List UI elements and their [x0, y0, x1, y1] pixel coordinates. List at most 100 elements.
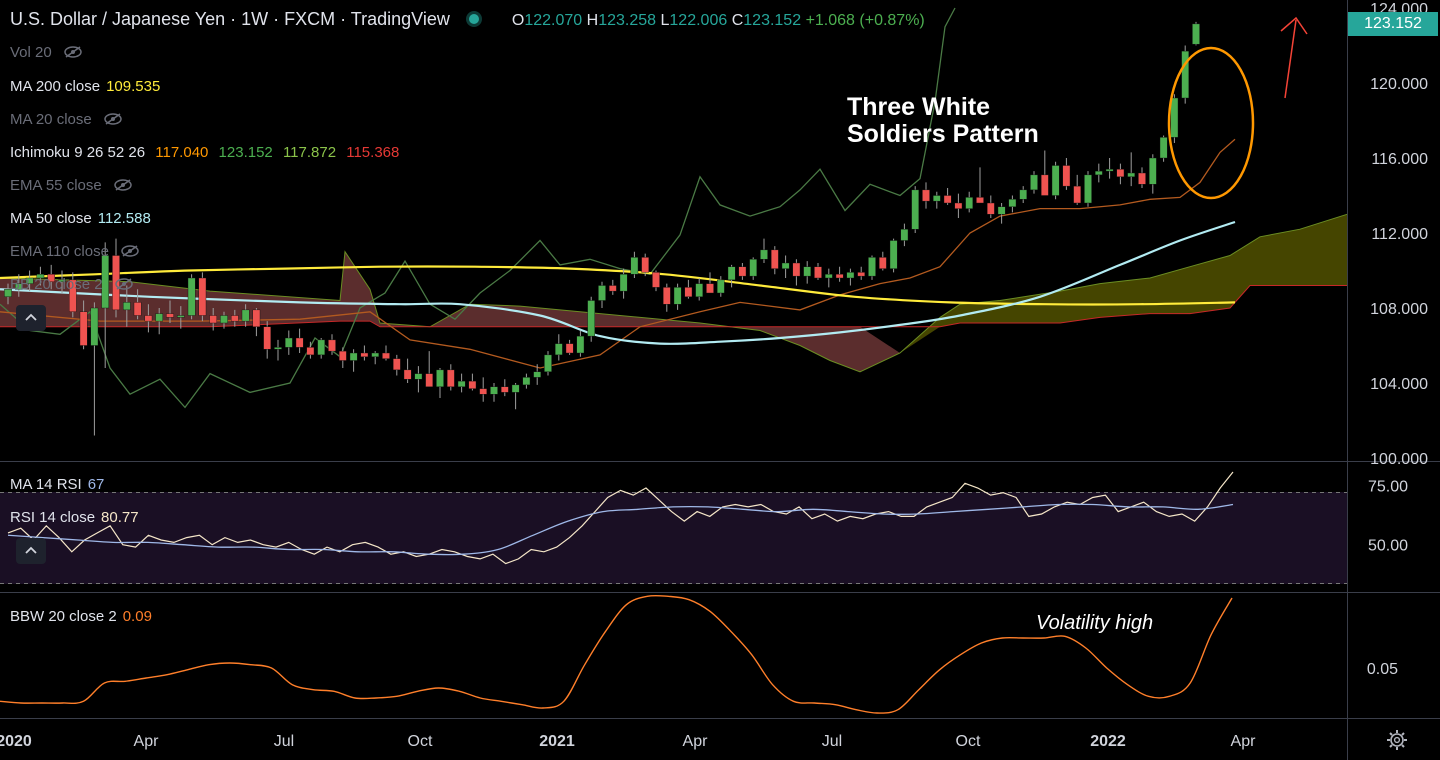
candle-up	[4, 289, 12, 297]
candle-down	[328, 339, 336, 352]
candle-down	[501, 386, 509, 393]
legend-rsi-ma[interactable]: MA 14 RSI 67	[10, 476, 105, 493]
rsi-ma-value: 67	[87, 476, 105, 493]
trend-arrow[interactable]	[1284, 19, 1297, 99]
rsi-axis[interactable]: 75.00 50.00	[1368, 479, 1408, 555]
legend-bb[interactable]: BB 20 close 2	[10, 276, 133, 293]
candle-up	[749, 259, 757, 277]
eye-hidden-icon[interactable]	[104, 113, 122, 125]
rsi-lines	[7, 471, 1234, 565]
candle-down	[403, 369, 412, 380]
candle-up	[598, 285, 606, 301]
ma50-value: 112.588	[97, 210, 151, 227]
candle-up	[436, 369, 444, 387]
candlestick-series[interactable]	[4, 21, 1200, 436]
eye-hidden-icon[interactable]	[114, 278, 133, 290]
candle-down	[339, 350, 347, 361]
candle-up	[457, 380, 466, 387]
candle-up	[58, 279, 66, 282]
collapse-legend-button[interactable]	[16, 305, 46, 331]
candle-up	[911, 189, 919, 230]
collapse-rsi-legend-button[interactable]	[16, 538, 46, 564]
candle-down	[166, 313, 174, 318]
candle-up	[155, 313, 164, 322]
candle-down	[263, 326, 272, 350]
cloud-span-a	[0, 213, 1348, 373]
legend-vol[interactable]: Vol 20	[10, 44, 82, 61]
legend-ichimoku[interactable]: Ichimoku 9 26 52 26 117.040 123.152 117.…	[10, 144, 400, 161]
candle-down	[393, 358, 401, 371]
eye-hidden-icon[interactable]	[64, 46, 82, 58]
candle-down	[295, 337, 304, 348]
symbol-title[interactable]: U.S. Dollar / Japanese Yen · 1W · FXCM ·…	[10, 9, 450, 29]
time-tick-label: Jul	[274, 733, 294, 750]
candle-down	[209, 315, 218, 324]
time-tick-label: Apr	[134, 733, 160, 750]
current-price-badge[interactable]: 123.152	[1348, 12, 1438, 36]
time-tick-label: Jul	[822, 733, 842, 750]
candle-down	[943, 195, 952, 204]
market-status-icon	[468, 14, 479, 24]
rsi-tick-label: 50.00	[1368, 538, 1408, 555]
bbw-axis[interactable]: 0.05	[1367, 661, 1398, 678]
chevron-up-icon	[25, 313, 37, 321]
candle-down	[641, 257, 649, 273]
candle-up	[1030, 174, 1038, 191]
candle-down	[306, 347, 315, 356]
pattern-highlight-circle[interactable]	[1167, 46, 1255, 200]
candle-up	[965, 197, 973, 209]
candle-down	[447, 369, 455, 387]
candle-up	[587, 300, 595, 337]
candle-up	[717, 279, 725, 294]
open-value: 122.070	[524, 12, 583, 29]
chevron-up-icon	[25, 546, 37, 554]
candle-down	[1062, 165, 1071, 187]
candle-down	[857, 272, 865, 277]
candle-up	[555, 343, 563, 356]
volatility-annotation[interactable]: Volatility high	[1036, 612, 1153, 634]
legend-ema110[interactable]: EMA 110 close	[10, 243, 139, 260]
candle-up	[122, 302, 131, 311]
ma200-line	[0, 265, 1236, 306]
legend-ma50[interactable]: MA 50 close 112.588	[10, 210, 151, 227]
candle-down	[879, 257, 887, 269]
candle-up	[187, 277, 196, 316]
rsi-band	[0, 492, 1347, 584]
trend-arrow-head	[1280, 16, 1308, 35]
candle-up	[695, 283, 703, 297]
candle-up	[1159, 137, 1168, 159]
eye-hidden-icon[interactable]	[121, 245, 139, 257]
legend-rsi[interactable]: RSI 14 close 80.77	[10, 509, 139, 526]
price-tick-label: 116.000	[1371, 151, 1428, 168]
rsi-ma-line	[7, 503, 1234, 556]
legend-ema55[interactable]: EMA 55 close	[10, 177, 132, 194]
candle-down	[652, 272, 660, 288]
candle-up	[285, 337, 293, 348]
candle-up	[36, 274, 45, 279]
eye-hidden-icon[interactable]	[114, 179, 132, 191]
candle-down	[382, 352, 390, 359]
candle-up	[1019, 189, 1027, 200]
candle-up	[997, 206, 1006, 215]
candle-up	[544, 354, 552, 372]
pattern-annotation-line2[interactable]: Soldiers Pattern	[847, 120, 1039, 148]
candle-up	[241, 309, 250, 322]
legend-bbw[interactable]: BBW 20 close 2 0.09	[10, 608, 152, 625]
legend-ma20[interactable]: MA 20 close	[10, 111, 122, 128]
legend-ma200[interactable]: MA 200 close 109.535	[10, 78, 161, 95]
ohlc-readout: O122.070 H123.258 L122.006 C123.152 +1.0…	[511, 12, 925, 29]
candle-up	[522, 377, 531, 386]
time-axis[interactable]: 2020 Apr Jul Oct 2021 Apr Jul Oct 2022 Apr	[0, 733, 1256, 750]
price-axis[interactable]: 124.000120.000116.000112.000108.000104.0…	[1370, 1, 1428, 468]
candle-down	[144, 315, 153, 322]
candle-down	[738, 266, 747, 277]
ichimoku-kijun-line	[0, 138, 1236, 369]
gear-icon[interactable]	[1386, 729, 1408, 751]
pattern-annotation-line1[interactable]: Three White	[847, 93, 990, 121]
bbw-value: 0.09	[122, 608, 152, 625]
bbw-line	[0, 594, 1233, 714]
candle-down	[68, 279, 77, 312]
candle-down	[1040, 174, 1049, 196]
candle-up	[727, 266, 736, 281]
